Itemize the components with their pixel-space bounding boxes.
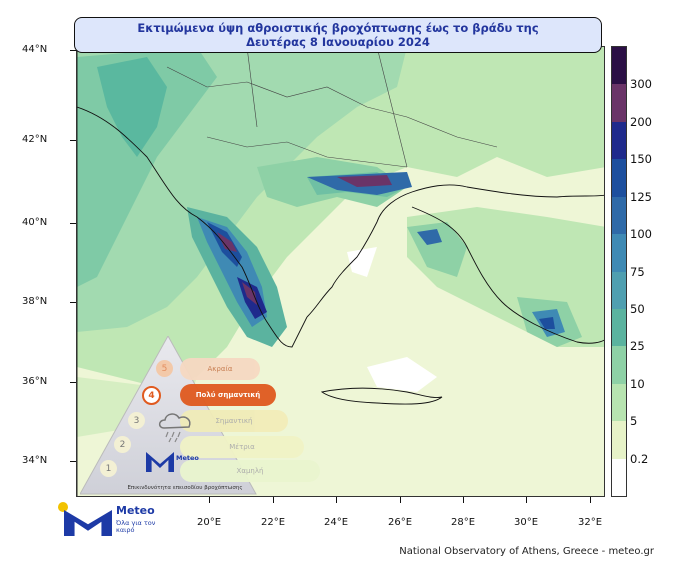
map-credit: National Observatory of Athens, Greece -…: [399, 546, 654, 557]
lat-label-44: 44°N: [22, 44, 48, 55]
risk-legend-caption: Επικινδυνότητα επεισοδίου βροχόπτωσης: [127, 485, 243, 491]
risk-level-3-number: 3: [128, 412, 145, 429]
lon-label-32: 32°E: [577, 517, 603, 528]
colorbar-segment: [612, 159, 626, 198]
colorbar-segment: [612, 346, 626, 385]
risk-level-4-label: Πολύ σημαντική: [195, 391, 261, 399]
colorbar-segment: [612, 84, 626, 123]
lon-label-30: 30°E: [513, 517, 539, 528]
lon-tick-32: [590, 497, 591, 503]
lon-tick-24: [336, 497, 337, 503]
lon-tick-28: [463, 497, 464, 503]
lon-label-22: 22°E: [260, 517, 286, 528]
risk-level-1-pill: Χαμηλή: [180, 460, 320, 482]
risk-level-5-number: 5: [156, 360, 173, 377]
lon-label-24: 24°E: [323, 517, 349, 528]
meteo-tagline: Όλα για τον καιρό: [116, 519, 156, 534]
risk-level-5-pill: Ακραία: [180, 358, 260, 380]
lat-label-42: 42°N: [22, 134, 48, 145]
lat-tick-42: [70, 140, 76, 141]
colorbar-segment: [612, 121, 626, 160]
lon-tick-20: [209, 497, 210, 503]
colorbar-label: 100: [630, 227, 652, 242]
precipitation-colorbar: [611, 46, 627, 497]
colorbar-segment: [612, 458, 626, 497]
colorbar-segment: [612, 383, 626, 422]
risk-level-5-label: Ακραία: [207, 365, 233, 373]
colorbar-label: 75: [630, 264, 645, 279]
colorbar-segment: [612, 421, 626, 460]
rain-cloud-icon: [158, 413, 191, 443]
map-title: Εκτιμώμενα ύψη αθροιστικής βροχόπτωσης έ…: [74, 17, 602, 53]
lat-tick-34: [70, 461, 76, 462]
lon-tick-26: [400, 497, 401, 503]
colorbar-label: 5: [630, 414, 638, 429]
colorbar-segment: [612, 308, 626, 347]
risk-level-3-label: Σημαντική: [215, 417, 253, 425]
colorbar-label: 200: [630, 114, 652, 129]
lat-tick-38: [70, 302, 76, 303]
lat-label-38: 38°N: [22, 296, 48, 307]
risk-level-4-number: 4: [142, 386, 161, 405]
lon-tick-30: [526, 497, 527, 503]
risk-level-3-pill: Σημαντική: [180, 410, 288, 432]
lat-label-36: 36°N: [22, 376, 48, 387]
meteo-logo: [58, 502, 178, 542]
colorbar-label: 10: [630, 376, 645, 391]
colorbar-segment: [612, 234, 626, 272]
lat-tick-44: [70, 50, 76, 51]
map-title-line1: Εκτιμώμενα ύψη αθροιστικής βροχόπτωσης έ…: [137, 21, 539, 35]
risk-level-1-number: 1: [100, 460, 117, 477]
risk-level-4-pill: Πολύ σημαντική: [180, 384, 276, 406]
meteo-brand: Meteo: [116, 504, 155, 517]
risk-legend-brand: Meteo: [176, 454, 199, 462]
colorbar-label: 150: [630, 152, 652, 167]
lon-tick-22: [273, 497, 274, 503]
risk-level-1-label: Χαμηλή: [236, 467, 264, 475]
colorbar-segment: [612, 196, 626, 235]
colorbar-label: 125: [630, 189, 652, 204]
meteo-m-icon: [64, 510, 112, 536]
colorbar-segment: [612, 271, 626, 310]
colorbar-segment: [612, 47, 626, 85]
colorbar-label: 25: [630, 339, 645, 354]
lat-label-40: 40°N: [22, 217, 48, 228]
risk-level-2-pill: Μέτρια: [180, 436, 304, 458]
risk-legend: Ακραία Πολύ σημαντική Σημαντική Μέτρια Χ…: [80, 336, 340, 498]
risk-level-2-number: 2: [114, 436, 131, 453]
lat-tick-36: [70, 382, 76, 383]
lon-label-20: 20°E: [196, 517, 222, 528]
map-title-line2: Δευτέρας 8 Ιανουαρίου 2024: [246, 35, 430, 49]
lon-label-26: 26°E: [387, 517, 413, 528]
lat-tick-40: [70, 223, 76, 224]
colorbar-label: 50: [630, 301, 645, 316]
colorbar-label: 300: [630, 77, 652, 92]
lat-label-34: 34°N: [22, 455, 48, 466]
colorbar-label: 0.2: [630, 451, 649, 466]
lon-label-28: 28°E: [450, 517, 476, 528]
risk-level-2-label: Μέτρια: [229, 443, 255, 451]
sun-icon: [58, 502, 68, 512]
